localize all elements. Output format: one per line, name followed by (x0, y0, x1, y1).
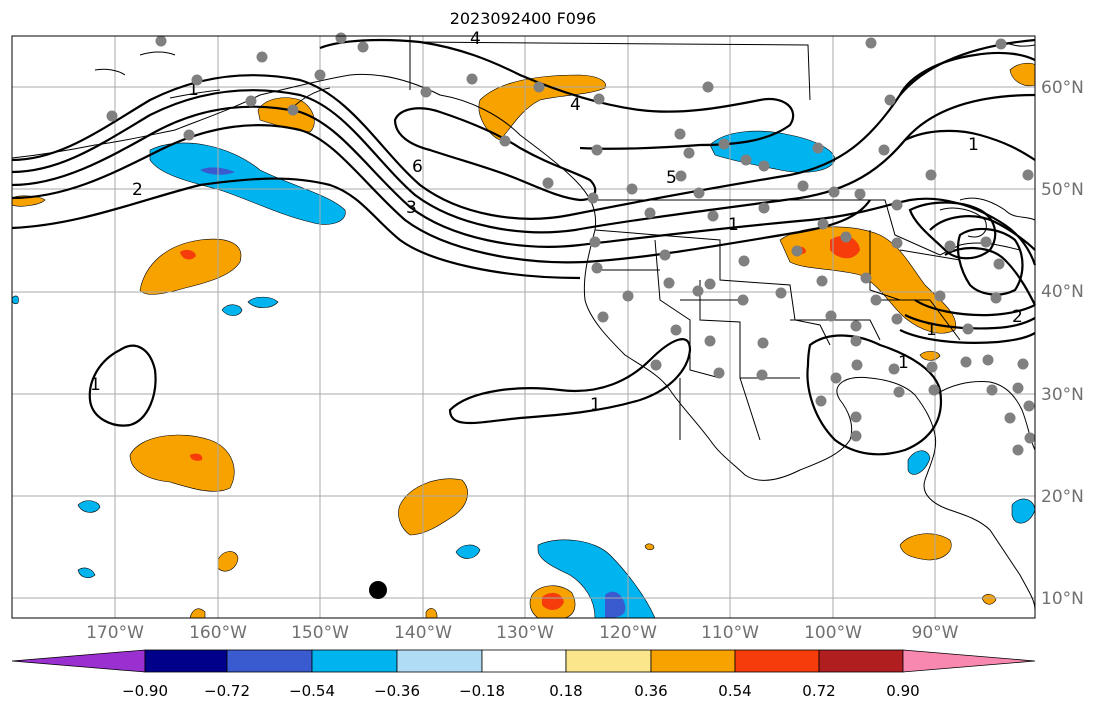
colorbar-segment (144, 649, 228, 673)
map-title: 2023092400 F096 (449, 9, 597, 28)
colorbar-segment (226, 649, 313, 673)
colorbar-tick-label: −0.18 (459, 682, 505, 700)
colorbar-segment (481, 649, 567, 673)
contour-label: 1 (188, 80, 199, 100)
contour-label: 1 (968, 135, 979, 155)
lon-label: 120°W (599, 623, 657, 643)
black-dot-marker (369, 581, 387, 599)
map-frame (11, 35, 1036, 619)
colorbar-tick-label: 0.54 (718, 682, 752, 700)
lon-label: 150°W (291, 623, 349, 643)
colorbar-segment (396, 649, 483, 673)
colorbar-segment (565, 649, 652, 673)
contour-label: 3 (406, 198, 417, 218)
lon-label: 170°W (86, 623, 144, 643)
lon-label: 90°W (911, 623, 959, 643)
contour-label: 5 (666, 168, 677, 188)
contour-label: 2 (1012, 307, 1023, 327)
station-markers (106, 32, 1036, 456)
colorbar-tick-label: 0.18 (549, 682, 583, 700)
shaded-anomaly-fields (11, 62, 1036, 619)
lat-label: 10°N (1041, 589, 1084, 609)
contour-label: 2 (132, 180, 143, 200)
lon-label: 110°W (701, 623, 759, 643)
lat-label: 30°N (1041, 385, 1084, 405)
colorbar-extend-right (902, 649, 1036, 673)
contour-label: 1 (728, 215, 739, 235)
colorbar-tick-label: 0.72 (802, 682, 836, 700)
contour-label: 1 (90, 375, 101, 395)
contour-lines (11, 38, 1037, 456)
lat-label: 50°N (1041, 180, 1084, 200)
colorbar-tick-label: −0.54 (289, 682, 335, 700)
colorbar-tick-label: 0.90 (886, 682, 920, 700)
colorbar-extend-left (11, 649, 146, 673)
lat-label: 20°N (1041, 487, 1084, 507)
contour-label: 1 (590, 395, 601, 415)
graticule (12, 36, 1035, 618)
colorbar-segment (734, 649, 820, 673)
lon-label: 100°W (804, 623, 862, 643)
colorbar (11, 649, 1036, 673)
positive-field-hawaii (129, 434, 235, 492)
lon-label: 140°W (394, 623, 452, 643)
negative-field-aleutian (149, 142, 346, 225)
positive-field-plains (779, 226, 957, 334)
lat-label: 40°N (1041, 282, 1084, 302)
map-background (12, 36, 1035, 618)
colorbar-tick-label: −0.36 (374, 682, 420, 700)
contour-label: 1 (926, 320, 937, 340)
contour-label: 6 (412, 157, 423, 177)
colorbar-segment (818, 649, 904, 673)
colorbar-tick-label: −0.90 (122, 682, 168, 700)
colorbar-segment (311, 649, 398, 673)
colorbar-tick-label: 0.36 (634, 682, 668, 700)
lon-label: 160°W (189, 623, 247, 643)
contour-label: 4 (570, 95, 581, 115)
contour-labels: 4 6 4 3 5 2 1 1 1 1 2 1 1 1 (90, 29, 1023, 415)
lat-label: 60°N (1041, 78, 1084, 98)
positive-field-hawaii-north (139, 238, 242, 295)
contour-label: 4 (470, 29, 481, 49)
contour-label: 1 (898, 353, 909, 373)
colorbar-segment (650, 649, 736, 673)
colorbar-tick-label: −0.72 (204, 682, 250, 700)
lon-label: 130°W (496, 623, 554, 643)
